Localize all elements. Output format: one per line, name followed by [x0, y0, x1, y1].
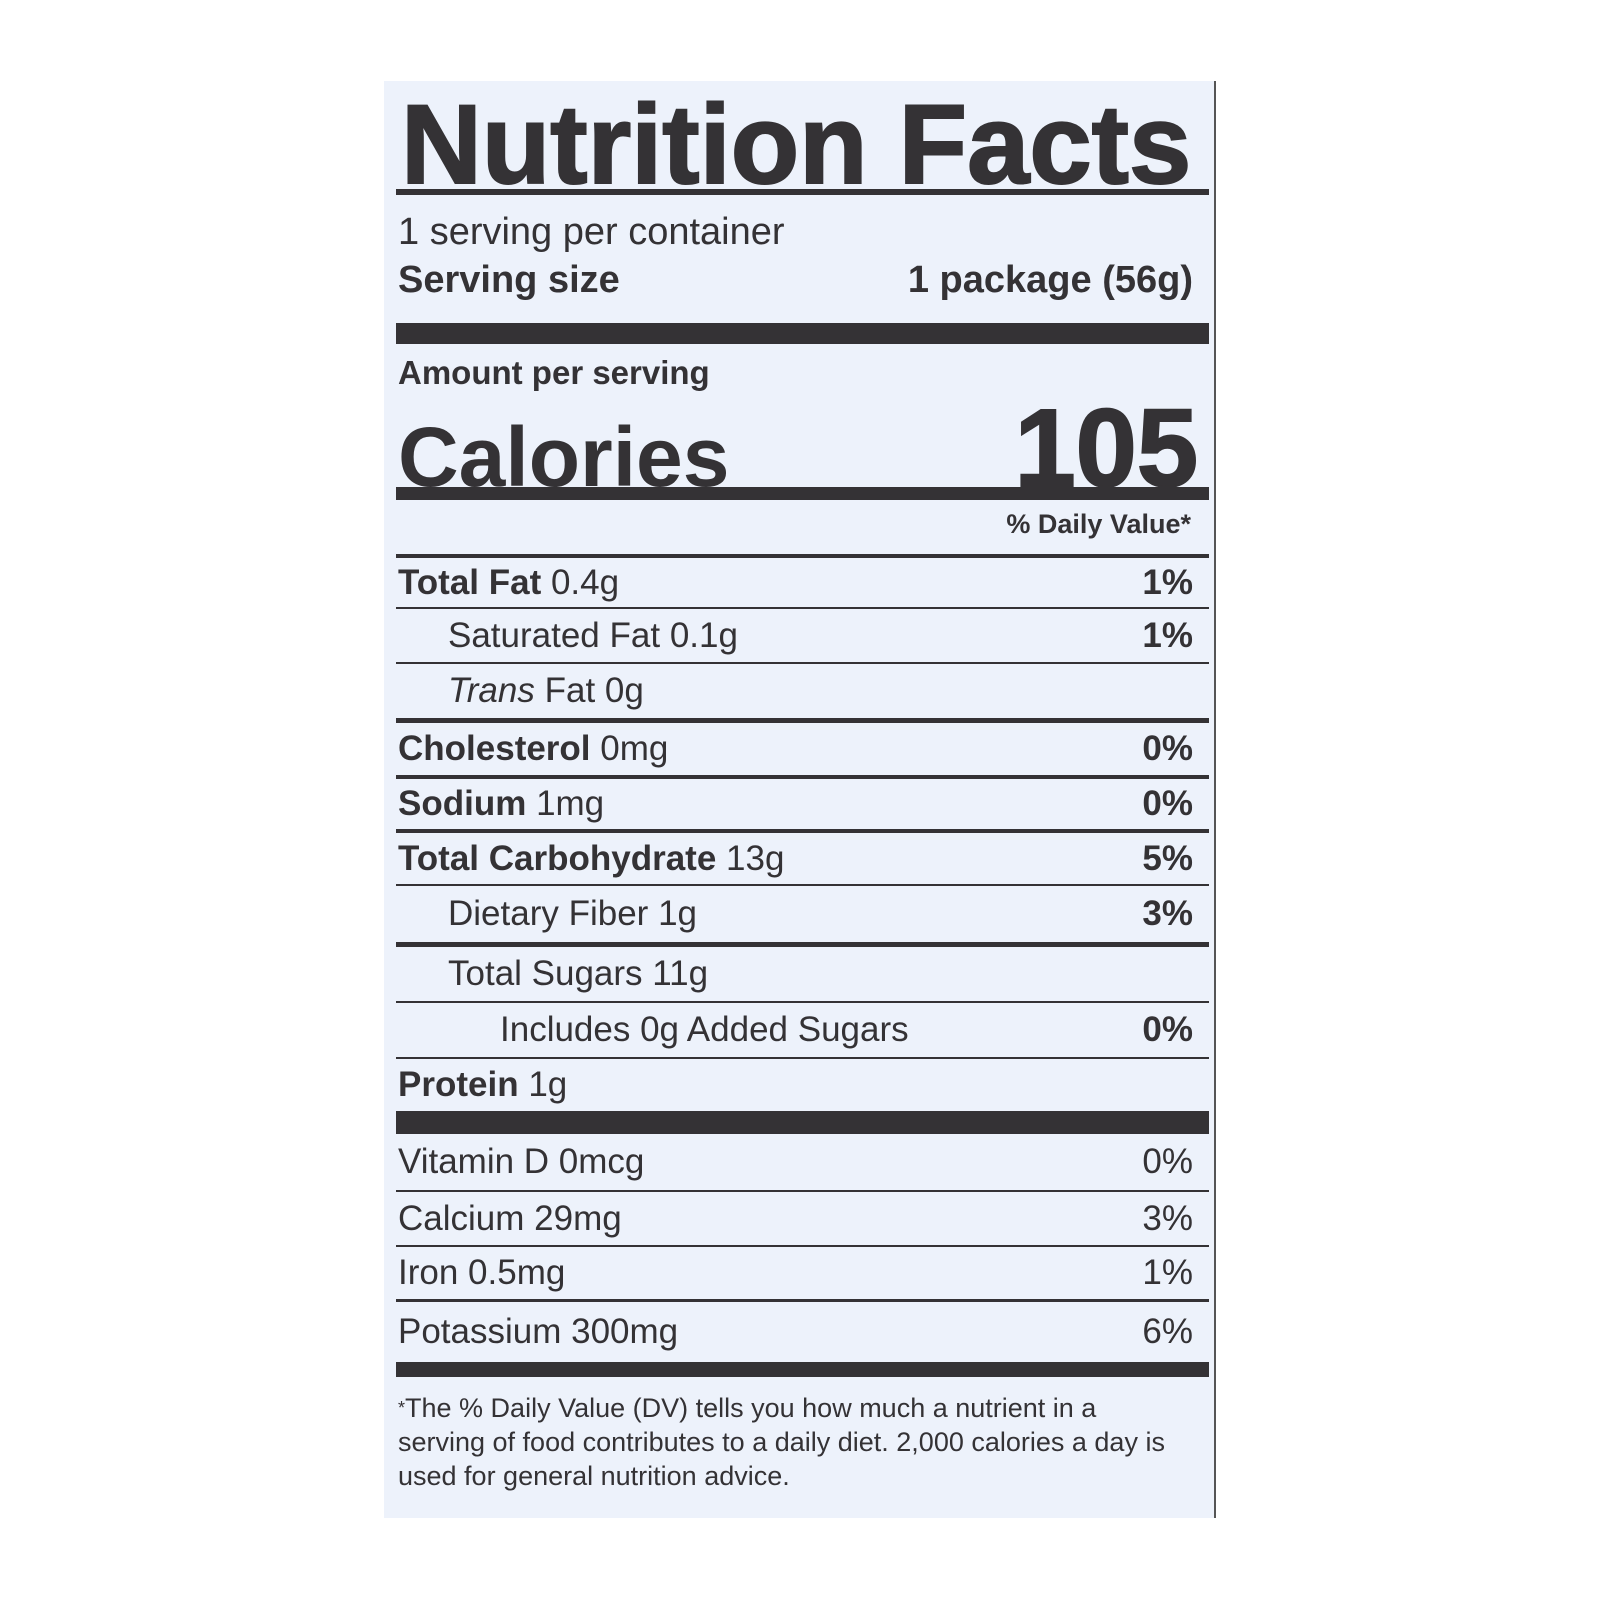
- amount-per-serving: Amount per serving: [398, 354, 710, 391]
- divider: [396, 189, 1209, 195]
- nutrient-name: Protein: [398, 1065, 519, 1104]
- nutrient-amount: 1mg: [536, 784, 605, 823]
- servings-per-container: 1 serving per container: [398, 211, 785, 253]
- nutrient-name: Cholesterol: [398, 729, 591, 768]
- nutrient-amount: 1g: [528, 1065, 568, 1104]
- vitamin-name: Vitamin D 0mcg: [398, 1142, 645, 1181]
- daily-value-header: % Daily Value*: [1006, 509, 1191, 539]
- nutrient-row-saturated-fat: Saturated Fat 0.1g 1%: [396, 607, 1209, 662]
- serving-size: Serving size 1 package (56g): [398, 259, 1193, 302]
- vitamin-row-iron: Iron 0.5mg 1%: [396, 1245, 1209, 1299]
- nutrient-row-dietary-fiber: Dietary Fiber 1g 3%: [396, 884, 1209, 942]
- footnote-text: The % Daily Value (DV) tells you how muc…: [398, 1393, 1165, 1491]
- vitamin-row-potassium: Potassium 300mg 6%: [396, 1299, 1209, 1362]
- nutrient-row-cholesterol: Cholesterol 0mg 0%: [396, 718, 1209, 775]
- nutrient-name: Total Sugars: [448, 954, 643, 993]
- vitamin-dv: 0%: [1142, 1142, 1193, 1181]
- nutrient-amount: 0.1g: [669, 615, 738, 655]
- thick-divider: [396, 487, 1209, 500]
- nutrient-dv: 0%: [1142, 729, 1193, 768]
- nutrient-row-trans-fat: Trans Fat 0g: [396, 662, 1209, 718]
- thick-divider: [396, 323, 1209, 344]
- serving-size-value: 1 package (56g): [907, 259, 1193, 301]
- nutrition-facts-label: Nutrition Facts 1 serving per container …: [384, 81, 1216, 1518]
- vitamin-name: Calcium 29mg: [398, 1198, 622, 1238]
- nutrient-row-protein: Protein 1g: [396, 1057, 1209, 1111]
- vitamin-dv: 3%: [1142, 1198, 1193, 1238]
- footnote-marker: *: [398, 1398, 406, 1418]
- vitamin-row-calcium: Calcium 29mg 3%: [396, 1190, 1209, 1245]
- nutrient-name: Trans: [448, 671, 535, 710]
- nutrient-table: Total Fat 0.4g 1% Saturated Fat 0.1g 1% …: [396, 554, 1209, 1377]
- nutrient-dv: 1%: [1142, 615, 1193, 655]
- nutrient-name: Includes 0g Added Sugars: [500, 1010, 909, 1049]
- vitamin-name: Potassium 300mg: [398, 1312, 679, 1351]
- nutrient-dv: 5%: [1142, 838, 1193, 878]
- nutrient-name: Sodium: [398, 784, 527, 823]
- nutrient-name: Saturated Fat: [448, 615, 661, 655]
- nutrient-row-sodium: Sodium 1mg 0%: [396, 775, 1209, 829]
- nutrient-name: Total Carbohydrate: [398, 838, 717, 878]
- vitamin-row-vitamin-d: Vitamin D 0mcg 0%: [396, 1111, 1209, 1190]
- vitamin-dv: 6%: [1142, 1312, 1193, 1351]
- nutrient-name: Dietary Fiber: [448, 894, 649, 933]
- nutrient-amount: Fat 0g: [544, 671, 644, 710]
- nutrient-row-added-sugars: Includes 0g Added Sugars 0%: [396, 1001, 1209, 1057]
- nutrient-dv: 1%: [1142, 562, 1193, 602]
- footnote: *The % Daily Value (DV) tells you how mu…: [398, 1391, 1188, 1493]
- serving-size-label: Serving size: [398, 259, 620, 301]
- nutrient-name: Total Fat: [398, 562, 542, 602]
- nutrient-dv: 0%: [1142, 1010, 1193, 1049]
- vitamin-dv: 1%: [1142, 1253, 1193, 1292]
- nutrient-row-total-sugars: Total Sugars 11g: [396, 942, 1209, 1001]
- nutrient-amount: 11g: [652, 954, 709, 993]
- label-title: Nutrition Facts: [400, 82, 1192, 207]
- nutrient-dv: 0%: [1142, 784, 1193, 823]
- nutrient-row-total-carbohydrate: Total Carbohydrate 13g 5%: [396, 829, 1209, 884]
- vitamin-name: Iron 0.5mg: [398, 1253, 566, 1292]
- nutrient-amount: 0mg: [600, 729, 669, 768]
- nutrient-amount: 0.4g: [550, 562, 620, 602]
- nutrient-row-total-fat: Total Fat 0.4g 1%: [396, 554, 1209, 607]
- nutrient-amount: 13g: [726, 838, 785, 878]
- nutrient-amount: 1g: [658, 894, 697, 933]
- nutrient-dv: 3%: [1142, 894, 1193, 933]
- thick-divider: [396, 1362, 1209, 1377]
